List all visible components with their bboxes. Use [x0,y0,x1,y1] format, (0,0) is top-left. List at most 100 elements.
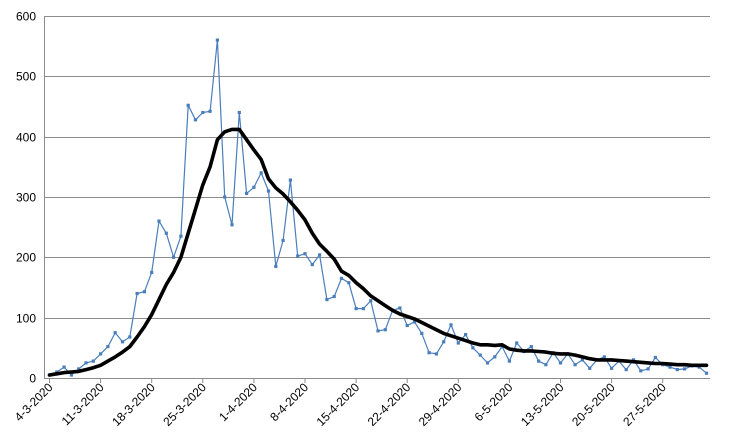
daily-point [325,298,329,302]
daily-point [515,341,519,345]
average-series-line [47,127,709,377]
daily-point [405,323,409,328]
x-tick-label: 6-5-2020 [472,380,516,424]
x-tick-label: 29-4-2020 [416,380,465,429]
daily-point [646,367,650,371]
daily-point [383,328,387,332]
daily-point [653,355,657,360]
x-tick-label: 25-3-2020 [160,380,209,429]
daily-point [376,329,380,333]
x-tick-label: 13-5-2020 [518,380,567,429]
daily-point [135,291,139,296]
daily-point [274,264,278,268]
daily-point [420,331,424,335]
daily-point [537,359,541,363]
y-tick-label: 400 [16,131,36,145]
daily-point [675,368,679,372]
daily-point [361,307,365,311]
daily-point [99,352,103,356]
x-tick-label: 11-3-2020 [59,380,107,428]
daily-point [179,234,183,238]
daily-point [150,270,154,274]
daily-point [259,171,263,175]
daily-point [84,361,88,365]
daily-point [164,231,168,235]
daily-point [201,110,205,115]
y-tick-label: 0 [29,372,36,386]
daily-point [223,195,227,199]
daily-point [339,276,344,280]
daily-point [602,355,606,359]
daily-point [281,238,285,242]
daily-point [449,323,453,327]
daily-point [507,359,511,363]
x-tick-label: 27-5-2020 [620,380,669,429]
daily-point [230,223,234,227]
daily-point [332,294,336,299]
daily-point [77,367,81,371]
y-tick-label: 100 [16,312,36,326]
daily-point [157,219,161,223]
daily-point [580,358,584,362]
daily-point [69,373,73,377]
daily-point [610,366,614,370]
daily-point [412,320,417,324]
daily-point [697,365,701,369]
daily-point [266,189,271,193]
daily-point [464,333,468,337]
x-tick-label: 4-3-2020 [12,380,56,424]
daily-point [668,365,672,369]
daily-point [442,340,446,344]
daily-point [398,306,402,310]
daily-point [193,118,198,122]
daily-point [639,369,643,373]
daily-point [427,351,431,355]
y-tick-label: 200 [16,251,36,265]
x-tick-label: 20-5-2020 [569,380,618,429]
daily-point [704,371,709,375]
daily-point [296,254,300,258]
x-tick-label: 22-4-2020 [365,380,414,429]
daily-point [434,352,438,356]
daily-point [128,335,132,339]
daily-point [624,368,628,372]
x-tick-label: 1-4-2020 [216,380,260,424]
daily-point [215,38,219,42]
daily-point [62,365,66,369]
x-tick-label: 8-4-2020 [267,380,311,424]
y-tick-label: 300 [16,191,36,205]
daily-point [142,290,146,294]
daily-point [683,367,687,371]
y-tick-label: 600 [16,10,36,24]
daily-point [493,355,497,359]
daily-point [91,359,95,363]
daily-point [245,191,249,195]
daily-point [485,361,490,365]
daily-point [186,103,190,107]
daily-point [237,110,241,115]
daily-point [106,345,110,349]
daily-series-line [49,39,707,376]
x-tick-label: 18-3-2020 [109,380,158,429]
daily-point [588,366,592,370]
daily-point [354,307,358,311]
daily-point [252,185,256,189]
daily-point [456,341,460,345]
daily-point [288,178,292,182]
daily-point [529,345,533,349]
daily-point [310,263,314,267]
daily-point [347,281,351,285]
daily-point [369,299,373,303]
daily-point [478,353,482,357]
daily-point [558,361,563,365]
daily-point [471,346,475,350]
daily-point [544,363,548,367]
daily-point [303,252,307,256]
x-tick-label: 15-4-2020 [314,380,363,429]
daily-point [208,109,212,113]
daily-point [318,253,322,257]
daily-point [573,363,577,367]
y-tick-label: 500 [16,70,36,84]
daily-point [120,340,125,344]
